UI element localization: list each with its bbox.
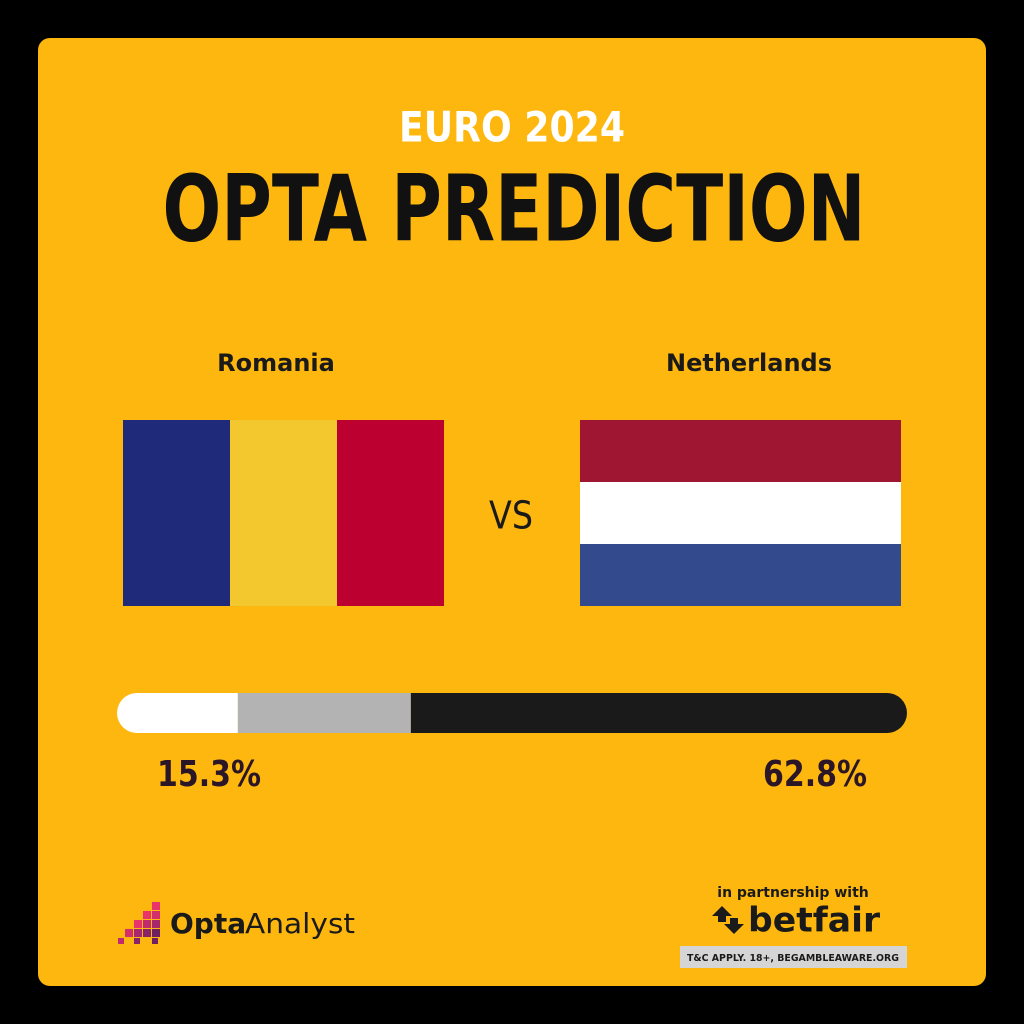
flag-romania (123, 420, 444, 606)
value-label: 15.3% (157, 754, 261, 795)
subtitle: EURO 2024 (399, 103, 625, 152)
probability-bar (117, 693, 907, 733)
opta-logo (118, 902, 160, 944)
brand-bold: Opta (170, 907, 246, 940)
bar-segment (117, 693, 238, 733)
partnership-text: in partnership with (717, 885, 868, 901)
flag-netherlands (580, 420, 901, 606)
betfair-icon (712, 906, 744, 934)
card (38, 38, 986, 986)
vs-label: VS (489, 494, 533, 538)
team-name: Romania (217, 349, 335, 377)
disclaimer: T&C APPLY. 18+, BEGAMBLEAWARE.ORG (687, 953, 899, 964)
bar-segment (410, 693, 907, 733)
value-label: 62.8% (763, 754, 867, 795)
brand-rest: Analyst (245, 907, 355, 940)
partner-name: betfair (748, 901, 880, 941)
chart-title: OPTA PREDICTION (163, 155, 866, 262)
disclaimer-box (680, 946, 907, 968)
bar-segment (237, 693, 411, 733)
team-name: Netherlands (666, 349, 832, 377)
